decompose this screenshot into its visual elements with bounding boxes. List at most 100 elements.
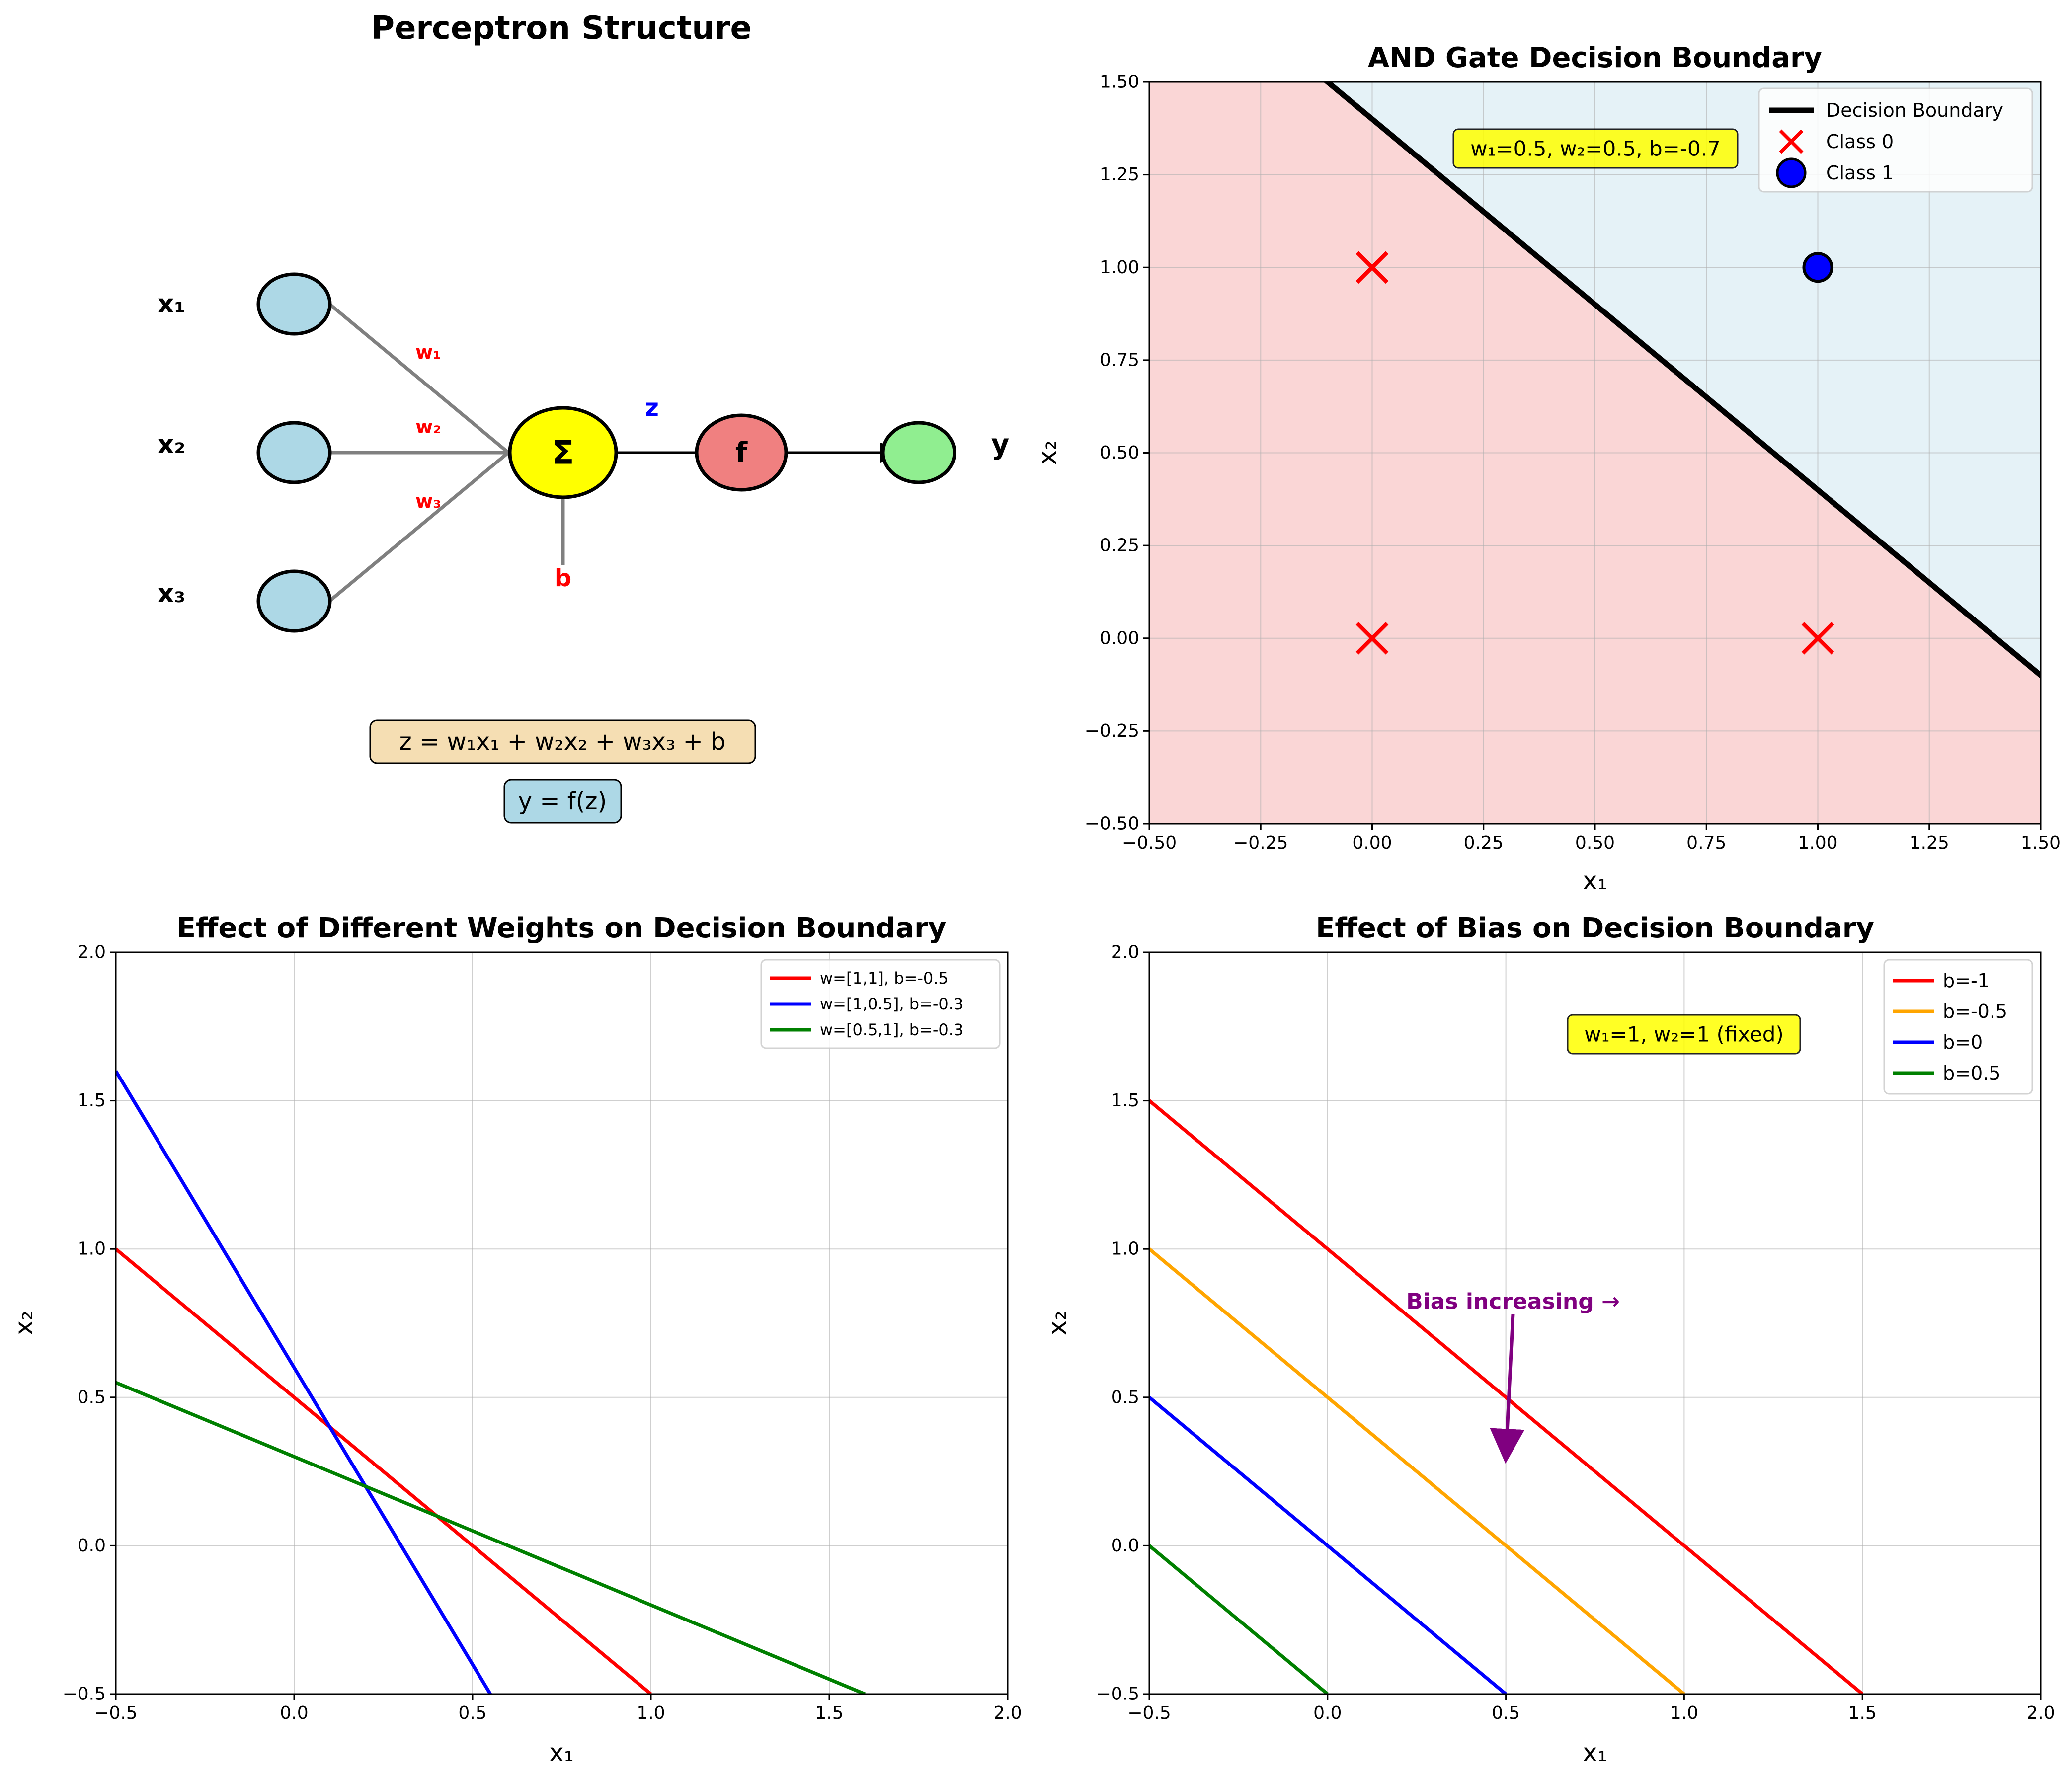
x-tick-label: −0.25 — [1233, 833, 1288, 853]
legend-marker-class-1 — [1776, 157, 1807, 188]
bias-increasing-label: Bias increasing → — [1406, 1289, 1620, 1314]
y-tick-label: −0.50 — [1085, 814, 1139, 834]
legend-box — [760, 959, 1001, 1049]
legend-label-3: b=0.5 — [1943, 1062, 2000, 1084]
data-points — [1355, 251, 1834, 655]
y-tick-label: 1.5 — [78, 1090, 106, 1111]
x-tick-label: 1.25 — [1910, 833, 1949, 853]
fixed-weights-annotation: w₁=1, w₂=1 (fixed) — [1584, 1022, 1784, 1047]
legend: Decision Boundary Class 0 Class 1 — [1758, 87, 2033, 193]
x-tick-label: 1.0 — [1670, 1703, 1698, 1723]
activation-symbol: f — [735, 437, 748, 469]
input-node-x3 — [256, 569, 332, 633]
x-tick-label: −0.5 — [94, 1703, 137, 1723]
y-tick-label: 0.0 — [1111, 1536, 1139, 1556]
grid — [115, 952, 1008, 1695]
output-label: y — [991, 429, 1010, 461]
legend-box — [1758, 87, 2033, 193]
y-tick-label: 0.00 — [1100, 628, 1139, 648]
y-tick-label: 0.5 — [1111, 1387, 1139, 1407]
series-lines — [1149, 1099, 1864, 1694]
z-label: z — [645, 394, 659, 422]
x-tick-label: 0.75 — [1686, 833, 1726, 853]
x-tick-label: −0.50 — [1122, 833, 1177, 853]
x-tick-label: 1.5 — [1848, 1703, 1877, 1723]
equation-2: y = f(z) — [518, 787, 607, 815]
series-line-3 — [1149, 1544, 1329, 1694]
x-tick-label: 0.00 — [1352, 833, 1392, 853]
y-tick-label: 1.0 — [78, 1239, 106, 1259]
y-tick-label: 1.0 — [1111, 1239, 1139, 1259]
class-0-point — [1801, 621, 1834, 655]
bias-label: b — [555, 564, 571, 592]
legend-label-class-0: Class 0 — [1826, 131, 1894, 153]
input-label-x3: x₃ — [158, 579, 185, 609]
y-tick-label: 0.75 — [1100, 350, 1139, 370]
legend-label-class-1: Class 1 — [1826, 162, 1894, 184]
input-node-x2 — [256, 421, 332, 484]
x-tick-label: 0.0 — [1313, 1703, 1342, 1723]
y-tick-label: −0.5 — [1096, 1684, 1139, 1704]
weight-label-w2: w₂ — [415, 416, 441, 438]
legend-label-0: w=[1,1], b=-0.5 — [820, 969, 949, 988]
y-axis-label: x₂ — [1033, 440, 1062, 465]
x-tick-label: 2.0 — [2026, 1703, 2055, 1723]
and-gate-title: AND Gate Decision Boundary — [1368, 42, 1822, 74]
series-line-1 — [1149, 1247, 1685, 1694]
and-gate-panel: −0.50 −0.25 0.00 0.25 0.50 0.75 1.00 1.25 1.50 −… — [1033, 42, 2061, 895]
legend-label-2: w=[0.5,1], b=-0.3 — [820, 1020, 963, 1039]
x-ticks: −0.5 0.0 0.5 1.0 1.5 2.0 — [1127, 1694, 2055, 1723]
y-tick-label: 0.0 — [78, 1536, 106, 1556]
x-ticks: −0.5 0.0 0.5 1.0 1.5 2.0 — [94, 1694, 1022, 1723]
y-tick-label: −0.5 — [63, 1684, 106, 1704]
y-tick-label: 2.0 — [1111, 942, 1139, 963]
activation-node — [695, 413, 788, 492]
plot-frame — [1148, 951, 2042, 1695]
bias-increasing-arrow — [1490, 1314, 1525, 1464]
series-line-0 — [116, 1247, 652, 1694]
weights-annotation-box — [1452, 128, 1739, 169]
perceptron-title: Perceptron Structure — [371, 10, 752, 47]
y-tick-label: 1.00 — [1100, 257, 1139, 278]
x-axis-label: x₁ — [1583, 866, 1607, 895]
equation-1: z = w₁x₁ + w₂x₂ + w₃x₃ + b — [399, 728, 725, 756]
x-tick-label: 2.0 — [993, 1703, 1022, 1723]
input-node-x1 — [256, 272, 332, 336]
legend: w=[1,1], b=-0.5 w=[1,0.5], b=-0.3 w=[0.5,1… — [760, 959, 1001, 1049]
x-ticks: −0.50 −0.25 0.00 0.25 0.50 0.75 1.00 1.25 1.50 — [1122, 824, 2061, 853]
y-tick-label: 0.50 — [1100, 443, 1139, 463]
class-0-point — [1355, 251, 1389, 284]
fixed-weights-annotation-box — [1567, 1014, 1801, 1055]
decision-boundary-line — [1323, 82, 2041, 679]
legend-label-0: b=-1 — [1943, 970, 1990, 992]
weights-panel: −0.5 0.0 0.5 1.0 1.5 2.0 −0.50.00.51.01.52.0 … — [9, 912, 1022, 1767]
weights-title: Effect of Different Weights on Decision … — [177, 912, 947, 944]
class-0-point — [1355, 621, 1389, 655]
connection-x1-sum — [328, 303, 510, 454]
legend-label-decision-boundary: Decision Boundary — [1826, 99, 2003, 121]
x-tick-label: 1.50 — [2021, 833, 2061, 853]
x-tick-label: −0.5 — [1127, 1703, 1171, 1723]
equation-1-box — [369, 719, 756, 764]
y-tick-label: 1.50 — [1100, 72, 1139, 92]
x-tick-label: 1.00 — [1798, 833, 1837, 853]
x-tick-label: 0.50 — [1575, 833, 1615, 853]
x-axis-label: x₁ — [1583, 1738, 1607, 1767]
x-tick-label: 0.5 — [458, 1703, 486, 1723]
legend-marker-class-0 — [1779, 129, 1804, 154]
series-line-2 — [116, 1381, 866, 1694]
weight-label-w3: w₃ — [415, 490, 441, 512]
y-axis-label: x₂ — [9, 1311, 38, 1335]
y-ticks: −0.50 −0.25 0.00 0.25 0.50 0.75 1.00 1.25 1.50 — [1085, 72, 1149, 834]
legend: b=-1 b=-0.5 b=0 b=0.5 — [1883, 959, 2033, 1095]
legend-label-1: w=[1,0.5], b=-0.3 — [820, 995, 963, 1013]
legend-box — [1883, 959, 2033, 1095]
x-axis-label: x₁ — [549, 1738, 574, 1767]
weight-label-w1: w₁ — [415, 341, 441, 363]
weights-annotation: w₁=0.5, w₂=0.5, b=-0.7 — [1470, 137, 1721, 161]
series-line-1 — [116, 1070, 492, 1694]
y-tick-label: 0.25 — [1100, 536, 1139, 556]
bias-panel: −0.5 0.0 0.5 1.0 1.5 2.0 −0.50.00.51.01.52.0 … — [1043, 912, 2055, 1767]
y-tick-label: 0.5 — [78, 1387, 106, 1407]
